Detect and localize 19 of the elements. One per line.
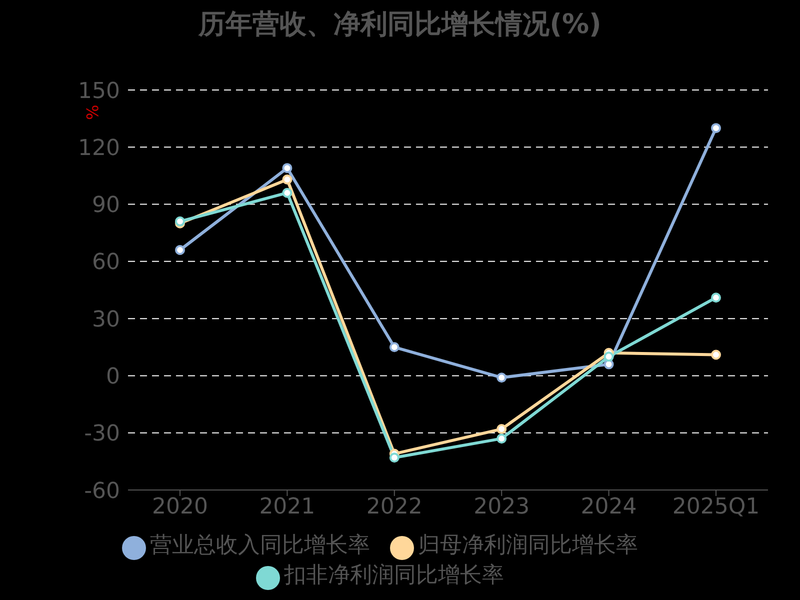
legend-label: 营业总收入同比增长率 [150, 533, 370, 558]
y-tick-label: 60 [92, 250, 120, 276]
y-tick-label: 30 [92, 307, 120, 332]
x-tick-label: 2024 [580, 494, 637, 520]
x-tick-label: 2020 [152, 494, 208, 520]
y-tick-label: 120 [78, 136, 120, 161]
x-tick-label: 2021 [259, 494, 316, 520]
legend-label: 扣非净利润同比增长率 [284, 563, 504, 588]
y-axis-title: % [82, 104, 102, 120]
legend-label: 归母净利润同比增长率 [418, 533, 638, 558]
y-tick-label: 150 [78, 78, 120, 104]
x-tick-label: 2025Q1 [672, 494, 760, 520]
x-tick-label: 2023 [474, 494, 530, 520]
y-tick-label: 0 [106, 364, 120, 390]
x-tick-label: 2022 [366, 494, 422, 520]
y-tick-label: 90 [92, 193, 120, 218]
y-tick-label: -60 [84, 478, 120, 504]
y-tick-label: -30 [84, 422, 120, 447]
chart-title: 历年营收、净利同比增长情况(%) [197, 8, 602, 42]
